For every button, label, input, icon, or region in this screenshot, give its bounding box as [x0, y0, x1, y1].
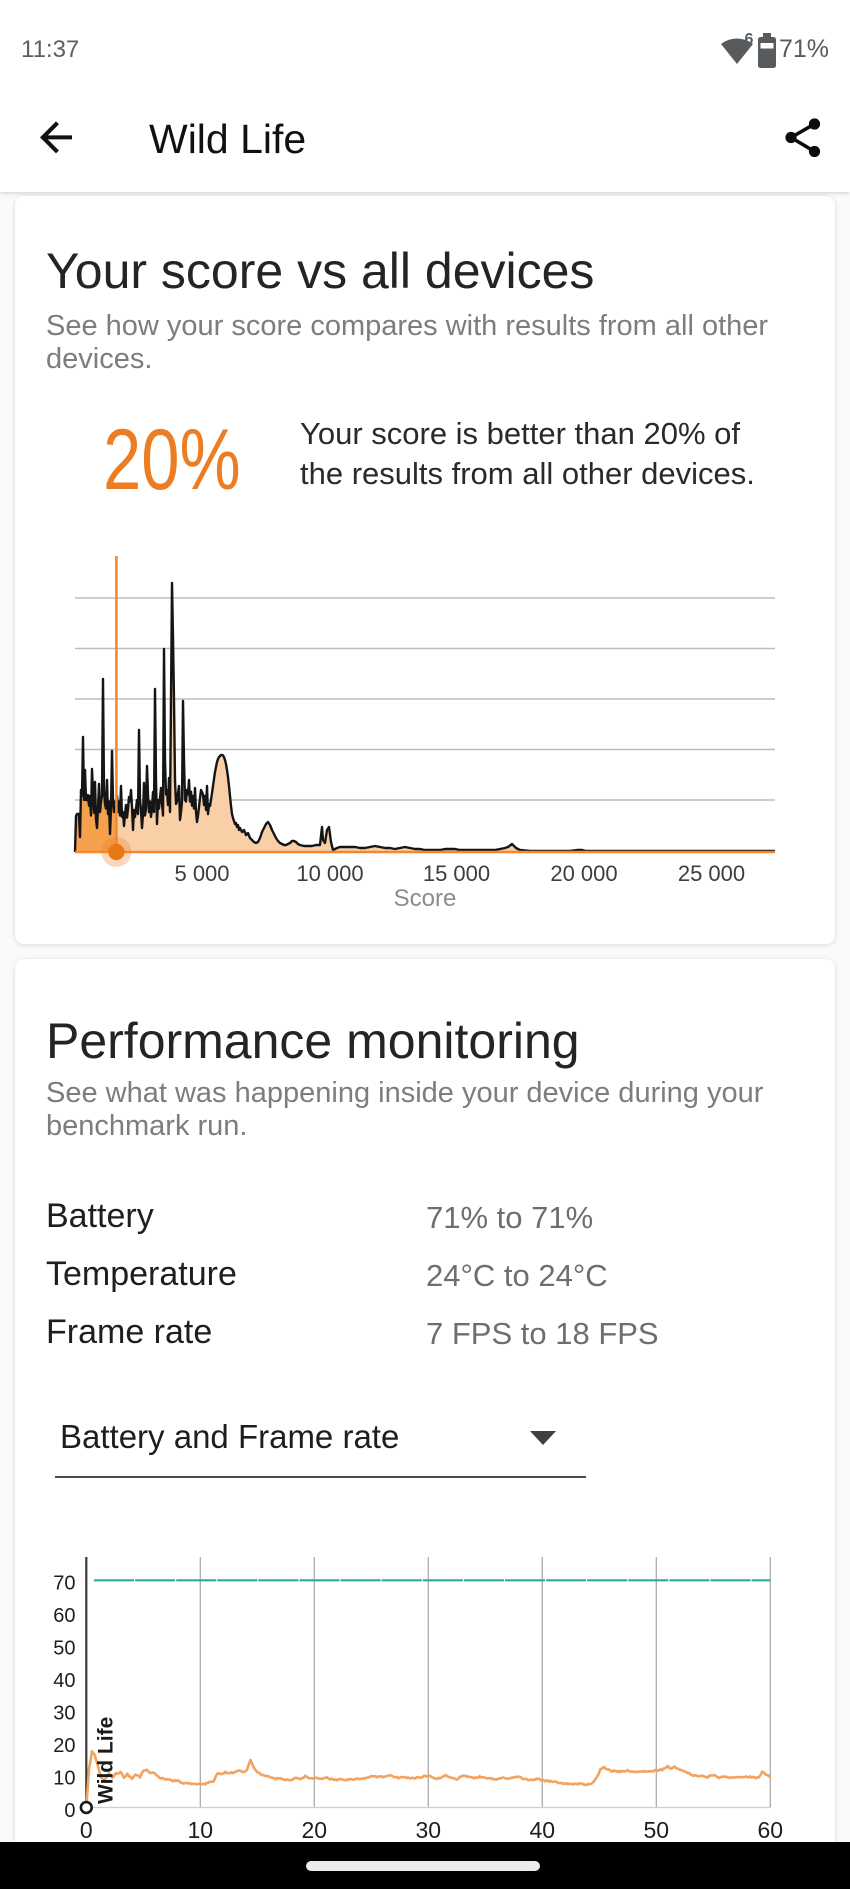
svg-text:Wild Life: Wild Life [95, 1717, 118, 1804]
svg-text:30: 30 [53, 1703, 75, 1725]
svg-text:70: 70 [53, 1573, 75, 1595]
svg-text:0: 0 [64, 1800, 75, 1822]
svg-text:50: 50 [53, 1638, 75, 1660]
svg-text:50: 50 [644, 1817, 670, 1843]
svg-text:20: 20 [53, 1735, 75, 1757]
svg-text:40: 40 [530, 1817, 556, 1843]
svg-text:60: 60 [758, 1817, 784, 1843]
svg-text:20: 20 [302, 1817, 328, 1843]
svg-text:25 000: 25 000 [678, 861, 745, 886]
svg-text:10: 10 [188, 1817, 214, 1843]
svg-text:0: 0 [80, 1817, 93, 1843]
svg-text:30: 30 [416, 1817, 442, 1843]
svg-text:15 000: 15 000 [423, 861, 490, 886]
svg-text:20 000: 20 000 [550, 861, 617, 886]
svg-text:10: 10 [53, 1768, 75, 1790]
svg-text:10 000: 10 000 [296, 861, 363, 886]
svg-text:40: 40 [53, 1670, 75, 1692]
svg-text:60: 60 [53, 1605, 75, 1627]
svg-text:6: 6 [745, 31, 754, 48]
svg-text:5 000: 5 000 [174, 861, 229, 886]
svg-text:Score: Score [394, 885, 457, 912]
